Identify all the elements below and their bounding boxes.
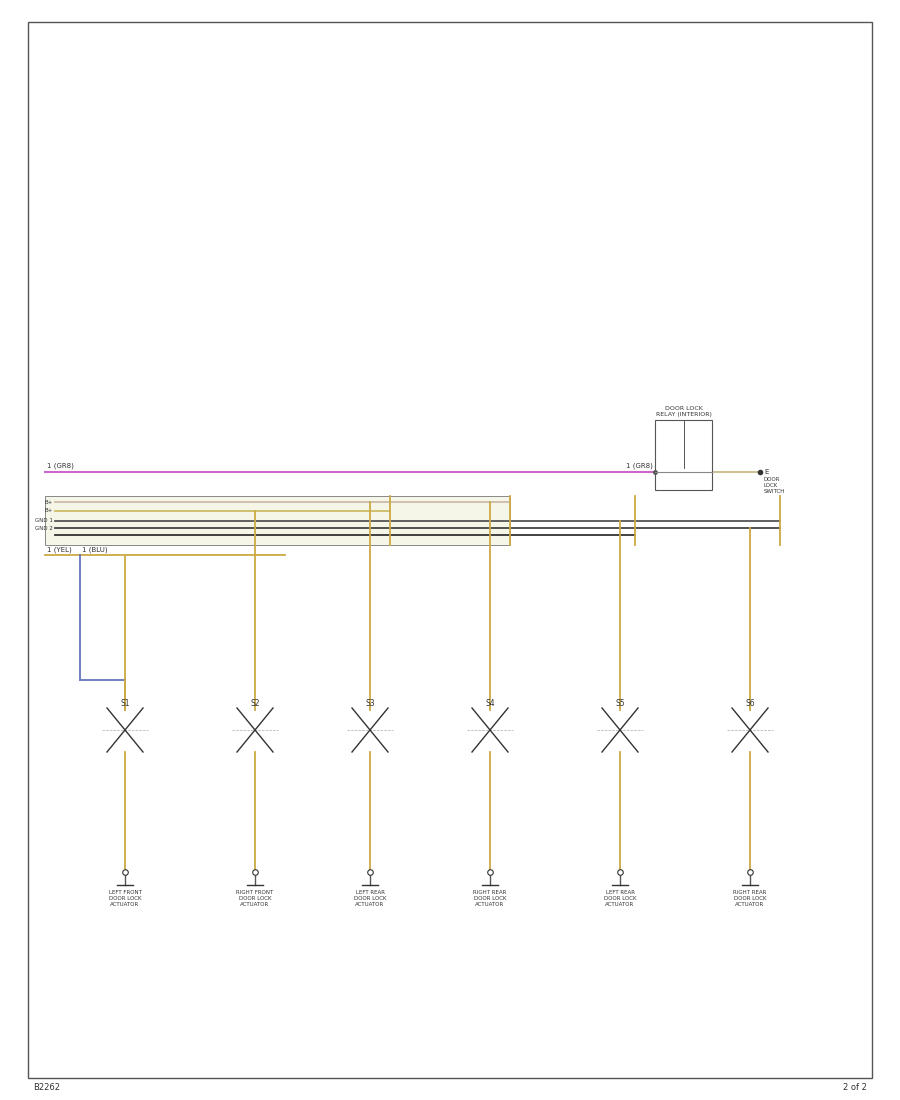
- Text: 2 of 2: 2 of 2: [843, 1084, 867, 1092]
- Text: 1 (YEL): 1 (YEL): [47, 547, 72, 553]
- Text: LEFT REAR
DOOR LOCK
ACTUATOR: LEFT REAR DOOR LOCK ACTUATOR: [354, 890, 386, 906]
- Text: E: E: [764, 469, 769, 475]
- Text: B+: B+: [45, 508, 53, 514]
- Text: GND 1: GND 1: [35, 518, 53, 524]
- Text: S5: S5: [616, 698, 625, 708]
- Text: LEFT REAR
DOOR LOCK
ACTUATOR: LEFT REAR DOOR LOCK ACTUATOR: [604, 890, 636, 906]
- Text: S2: S2: [250, 698, 260, 708]
- Text: B2262: B2262: [33, 1084, 60, 1092]
- Text: S4: S4: [485, 698, 495, 708]
- Text: GND 2: GND 2: [35, 526, 53, 530]
- Text: DOOR
LOCK
SWITCH: DOOR LOCK SWITCH: [764, 477, 786, 494]
- Text: RIGHT REAR
DOOR LOCK
ACTUATOR: RIGHT REAR DOOR LOCK ACTUATOR: [734, 890, 767, 906]
- Text: S1: S1: [121, 698, 130, 708]
- Text: LEFT FRONT
DOOR LOCK
ACTUATOR: LEFT FRONT DOOR LOCK ACTUATOR: [109, 890, 141, 906]
- Text: DOOR LOCK
RELAY (INTERIOR): DOOR LOCK RELAY (INTERIOR): [655, 406, 711, 417]
- Bar: [655, 420, 712, 490]
- Text: 1 (GR8): 1 (GR8): [47, 462, 74, 469]
- Text: S3: S3: [365, 698, 374, 708]
- Text: RIGHT FRONT
DOOR LOCK
ACTUATOR: RIGHT FRONT DOOR LOCK ACTUATOR: [237, 890, 274, 906]
- Text: RIGHT REAR
DOOR LOCK
ACTUATOR: RIGHT REAR DOOR LOCK ACTUATOR: [473, 890, 507, 906]
- Text: B+: B+: [45, 499, 53, 505]
- Text: 1 (BLU): 1 (BLU): [82, 547, 108, 553]
- Text: 1 (GR8): 1 (GR8): [626, 462, 653, 469]
- Text: S6: S6: [745, 698, 755, 708]
- Bar: [45, 496, 510, 544]
